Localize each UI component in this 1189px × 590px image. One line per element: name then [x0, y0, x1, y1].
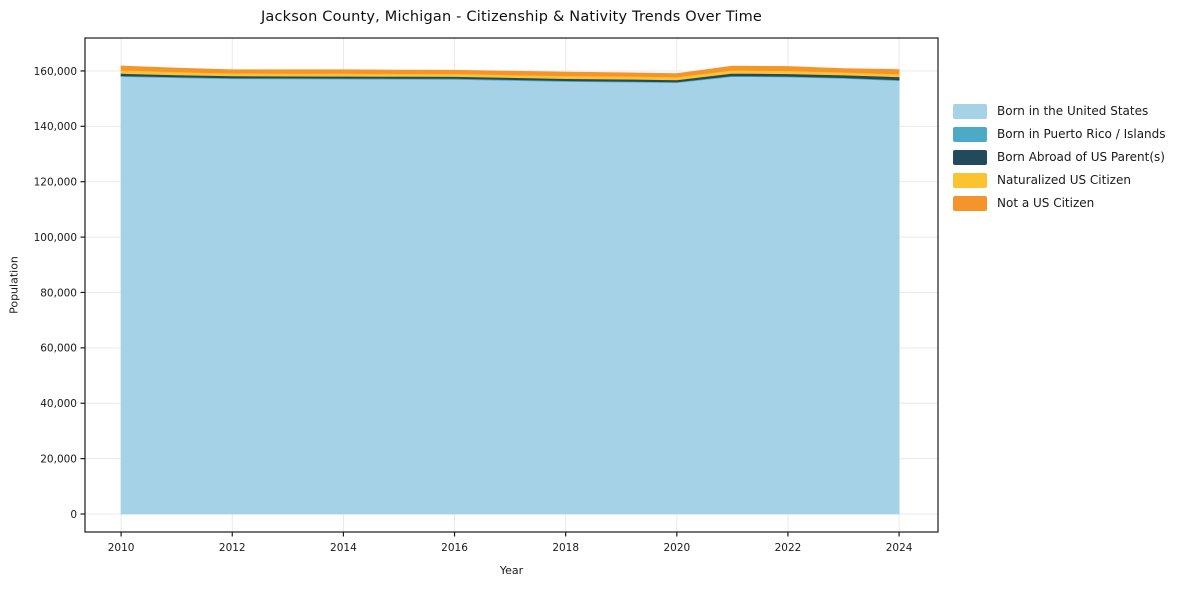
y-tick-label: 120,000: [34, 177, 77, 189]
y-tick-label: 80,000: [40, 287, 77, 299]
legend-swatch-icon: [953, 196, 987, 211]
legend-item: Born Abroad of US Parent(s): [953, 150, 1166, 165]
area-series-0: [120, 76, 900, 515]
legend-label: Not a US Citizen: [997, 196, 1095, 210]
legend-item: Born in Puerto Rico / Islands: [953, 127, 1166, 142]
legend-label: Born in the United States: [997, 104, 1149, 118]
legend: Born in the United States Born in Puerto…: [953, 104, 1166, 211]
y-tick-label: 0: [70, 509, 77, 521]
y-tick-label: 160,000: [34, 66, 77, 78]
legend-item: Born in the United States: [953, 104, 1166, 119]
legend-item: Naturalized US Citizen: [953, 173, 1166, 188]
x-tick-label: 2010: [108, 542, 135, 554]
legend-swatch-icon: [953, 150, 987, 165]
x-tick-label: 2016: [441, 542, 468, 554]
y-tick-label: 20,000: [40, 453, 77, 465]
legend-swatch-icon: [953, 127, 987, 142]
y-tick-label: 100,000: [34, 232, 77, 244]
legend-label: Born in Puerto Rico / Islands: [997, 127, 1166, 141]
x-tick-label: 2014: [330, 542, 357, 554]
legend-label: Naturalized US Citizen: [997, 173, 1131, 187]
legend-label: Born Abroad of US Parent(s): [997, 150, 1165, 164]
area-series-4: [120, 65, 900, 78]
x-tick-label: 2018: [552, 542, 579, 554]
x-tick-label: 2020: [663, 542, 690, 554]
x-axis-label: Year: [499, 564, 524, 577]
x-tick-label: 2012: [219, 542, 246, 554]
y-tick-label: 140,000: [34, 121, 77, 133]
y-tick-label: 60,000: [40, 343, 77, 355]
plot-border: [84, 37, 939, 533]
y-tick-label: 40,000: [40, 398, 77, 410]
y-axis-label: Population: [7, 256, 21, 314]
legend-swatch-icon: [953, 104, 987, 119]
x-tick-label: 2022: [775, 542, 802, 554]
legend-item: Not a US Citizen: [953, 196, 1166, 211]
legend-swatch-icon: [953, 173, 987, 188]
x-tick-label: 2024: [886, 542, 913, 554]
chart-title: Jackson County, Michigan - Citizenship &…: [260, 9, 763, 25]
